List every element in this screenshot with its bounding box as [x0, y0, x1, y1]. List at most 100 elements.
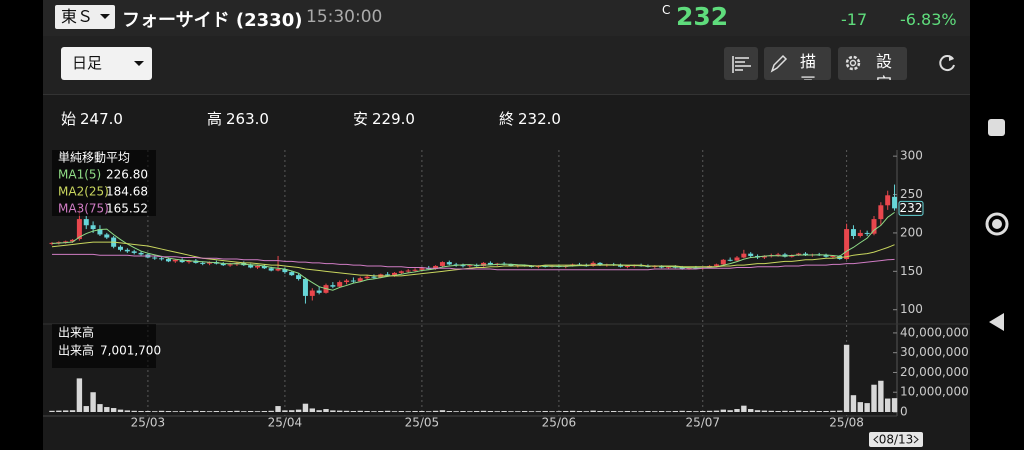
- market-select[interactable]: 東Ｓ: [55, 5, 115, 29]
- volume-bar: [679, 410, 685, 412]
- volume-bar: [700, 411, 706, 412]
- volume-bar: [343, 410, 350, 412]
- volume-bar: [474, 411, 480, 412]
- volume-bar: [843, 344, 850, 412]
- volume-bar: [789, 411, 795, 412]
- candle-body: [508, 264, 514, 266]
- volume-bar: [124, 410, 131, 412]
- cursor-date-box: [869, 432, 923, 447]
- volume-bar: [754, 410, 761, 412]
- ma-legend-title: 単純移動平均: [58, 151, 130, 165]
- volume-bar: [467, 411, 473, 413]
- candle-body: [412, 269, 418, 271]
- y-tick-label: 100: [900, 302, 923, 316]
- draw-label: 描画: [800, 52, 817, 80]
- settings-button[interactable]: 設定: [838, 47, 907, 80]
- volume-bar: [549, 411, 555, 413]
- period-select[interactable]: 日足: [61, 47, 152, 80]
- ohlc-value: 232.0: [518, 110, 561, 128]
- volume-bar: [706, 410, 713, 412]
- y-tick-label: 10,000,000: [900, 385, 969, 399]
- candle-body: [248, 265, 254, 268]
- draw-button[interactable]: 描画: [764, 47, 831, 80]
- ohlc-item: 終 232.0: [499, 108, 645, 129]
- volume-bar: [412, 411, 418, 412]
- home-button[interactable]: [985, 212, 1009, 236]
- volume-bar: [357, 410, 363, 412]
- candle-body: [138, 252, 144, 255]
- cursor-date: 08/13: [879, 433, 914, 447]
- ohlc-value: 263.0: [226, 110, 269, 128]
- volume-bar: [316, 410, 322, 412]
- volume-bar: [110, 408, 117, 412]
- y-tick-label: 30,000,000: [900, 345, 969, 359]
- candle-body: [268, 268, 274, 271]
- volume-bar: [165, 411, 172, 412]
- candle-body: [371, 276, 377, 278]
- volume-bar: [713, 410, 720, 412]
- candle-body: [316, 290, 322, 293]
- candle-body: [796, 253, 802, 256]
- legend-value: 226.80: [106, 168, 148, 182]
- volume-bar: [761, 410, 768, 412]
- volume-bar: [330, 410, 336, 412]
- volume-bar: [302, 403, 309, 412]
- volume-bar: [323, 409, 329, 412]
- candle-body: [255, 265, 260, 268]
- volume-bar: [727, 410, 733, 412]
- candle-body: [618, 265, 624, 267]
- candle-body: [405, 270, 411, 272]
- indicator-button[interactable]: [724, 47, 758, 80]
- ma-line: [51, 211, 895, 291]
- legend-value: 184.68: [106, 185, 148, 199]
- refresh-button[interactable]: [935, 51, 959, 75]
- period: 日足: [72, 54, 103, 72]
- price-flag: C: [662, 3, 671, 17]
- ohlc-item: 高 263.0: [207, 108, 353, 129]
- candle-body: [713, 264, 719, 266]
- candle-body: [433, 265, 439, 270]
- legend-name: MA3(75): [58, 202, 109, 216]
- volume-bar: [453, 411, 459, 413]
- gear-icon: [845, 55, 861, 71]
- volume-bar: [850, 395, 857, 412]
- ohlc-label: 始: [61, 110, 77, 128]
- candle-body: [727, 259, 733, 261]
- volume-bar: [193, 410, 199, 412]
- volume-bar: [206, 411, 213, 413]
- candle-body: [227, 264, 233, 266]
- candle-body: [761, 255, 767, 258]
- y-tick-label: 0: [900, 405, 908, 419]
- volume-bar: [439, 410, 446, 412]
- chevron: [873, 435, 879, 444]
- volume-title: 出来高: [58, 325, 94, 340]
- candle-body: [289, 272, 295, 276]
- candle-body: [63, 241, 69, 243]
- candle-body: [350, 280, 356, 282]
- back-button[interactable]: [989, 313, 1004, 331]
- volume-bar: [891, 398, 898, 412]
- chevron: [913, 435, 919, 444]
- volume-bar: [638, 411, 644, 413]
- recents-button[interactable]: [988, 119, 1005, 136]
- candle-body: [83, 219, 89, 226]
- volume-bar: [49, 410, 55, 412]
- volume-bar: [508, 411, 514, 413]
- volume-bar: [658, 411, 665, 412]
- x-tick-label: 25/06: [542, 416, 577, 430]
- candle-body: [871, 219, 877, 234]
- volume-bar: [158, 410, 165, 412]
- ohlc-label: 高: [207, 110, 223, 128]
- candle-body: [850, 229, 856, 236]
- candle-body: [487, 262, 493, 265]
- volume-bar: [172, 411, 178, 413]
- y-tick-label: 250: [900, 187, 923, 201]
- candle-body: [439, 262, 445, 266]
- volume-bar: [460, 411, 466, 412]
- volume-bar: [268, 410, 274, 412]
- legend-name: MA1(5): [58, 168, 101, 182]
- candle-body: [734, 257, 740, 261]
- candle-body: [207, 262, 213, 264]
